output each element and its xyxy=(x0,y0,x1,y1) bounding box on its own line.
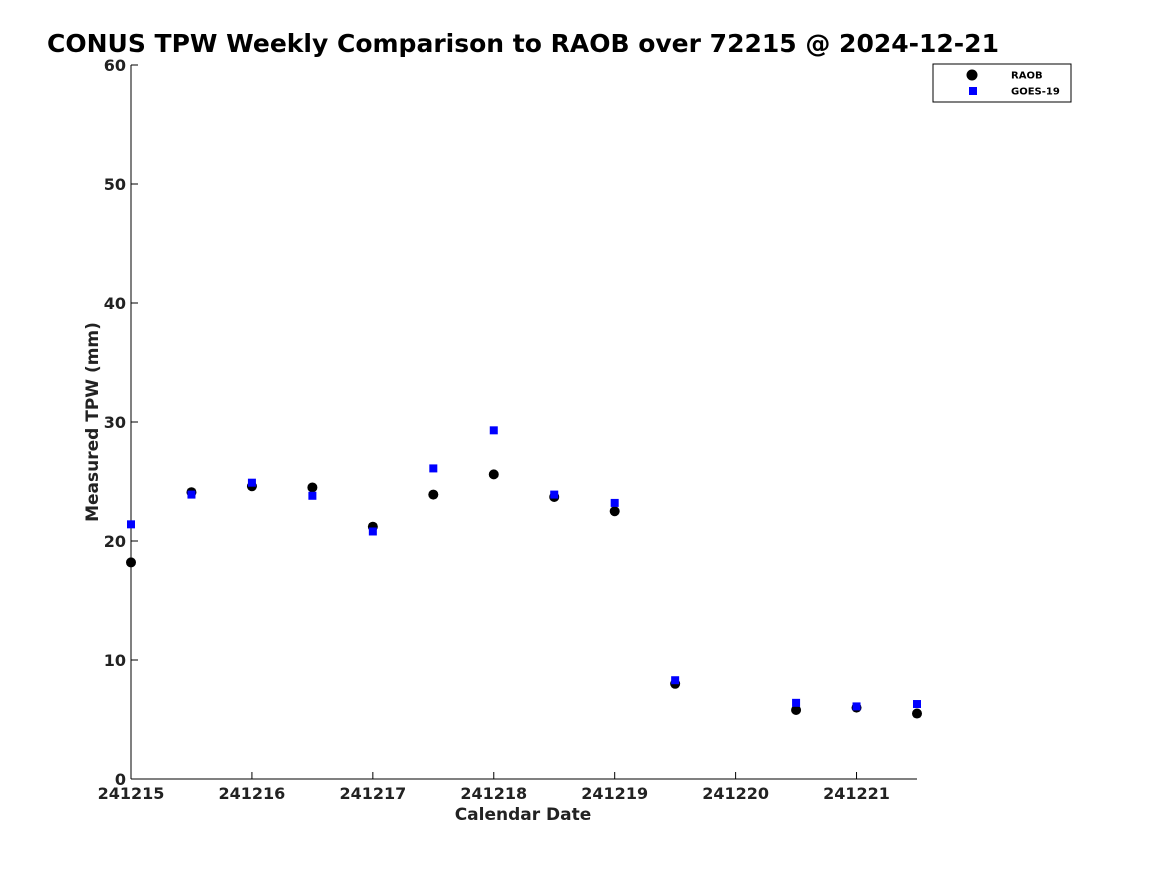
goes19-point xyxy=(187,490,196,499)
plot-area xyxy=(130,65,917,780)
y-tick-label: 30 xyxy=(104,413,126,432)
raob-point xyxy=(609,506,620,517)
goes19-point xyxy=(247,478,256,487)
goes19-point xyxy=(308,491,317,500)
goes19-point xyxy=(671,676,680,685)
goes19-point xyxy=(127,520,135,529)
y-tick-label: 10 xyxy=(104,651,126,670)
goes19-point xyxy=(913,700,921,709)
goes19-point xyxy=(429,464,438,473)
goes19-point xyxy=(368,527,377,536)
x-tick-label: 241216 xyxy=(219,784,286,803)
x-axis-label: Calendar Date xyxy=(455,805,592,825)
legend-raob-marker xyxy=(966,69,978,81)
x-tick-label: 241220 xyxy=(702,784,769,803)
legend-goes-label: GOES-19 xyxy=(1011,87,1060,98)
raob-point xyxy=(126,557,136,568)
raob-point xyxy=(912,708,922,719)
x-tick-label: 241221 xyxy=(823,784,890,803)
goes19-point xyxy=(550,490,559,499)
raob-point xyxy=(791,704,802,715)
y-axis-ticks: 0 10 20 30 40 50 60 xyxy=(104,56,138,789)
goes19-point xyxy=(489,426,498,435)
y-tick-label: 60 xyxy=(104,56,126,75)
goes19-point xyxy=(852,702,861,711)
y-tick-label: 50 xyxy=(104,175,126,194)
legend-box xyxy=(932,63,1072,103)
raob-point xyxy=(307,482,318,493)
raob-point xyxy=(488,469,499,480)
y-tick-label: 20 xyxy=(104,532,126,551)
x-tick-label: 241215 xyxy=(98,784,165,803)
x-axis-ticks: 241215 241216 241217 241218 241219 241220 2412… xyxy=(98,772,890,803)
raob-point xyxy=(428,489,439,500)
y-axis-label: Measured TPW (mm) xyxy=(83,322,103,522)
x-tick-label: 241217 xyxy=(339,784,406,803)
data-points xyxy=(126,426,922,719)
chart-title: CONUS TPW Weekly Comparison to RAOB over… xyxy=(47,29,999,58)
y-tick-label: 0 xyxy=(115,770,126,789)
legend: RAOB GOES-19 xyxy=(932,63,1072,103)
y-tick-label: 40 xyxy=(104,294,126,313)
goes19-point xyxy=(610,498,619,507)
legend-goes-marker xyxy=(969,87,977,95)
legend-raob-label: RAOB xyxy=(1011,71,1043,82)
x-tick-label: 241218 xyxy=(460,784,527,803)
goes19-point xyxy=(792,698,801,707)
x-tick-label: 241219 xyxy=(581,784,648,803)
